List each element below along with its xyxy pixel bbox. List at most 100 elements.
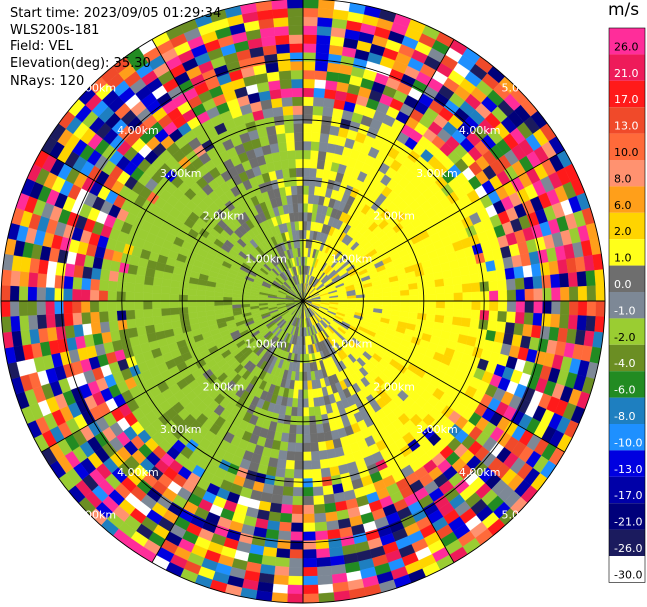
velocity-gate [532, 312, 543, 327]
velocity-gate [292, 105, 304, 115]
velocity-gate [274, 25, 290, 37]
velocity-gate [311, 123, 322, 134]
velocity-gate [1, 269, 12, 286]
velocity-gate [0, 285, 11, 302]
velocity-gate [288, 566, 304, 577]
velocity-gate [308, 185, 316, 196]
velocity-gate [268, 79, 281, 91]
velocity-gate [289, 415, 298, 426]
velocity-gate [302, 487, 314, 497]
velocity-gate [324, 88, 337, 100]
velocity-gate [302, 522, 316, 533]
velocity-gate [312, 477, 323, 488]
velocity-gate [280, 159, 290, 170]
range-ring-label: 3.00km [416, 423, 458, 436]
velocity-gate [143, 284, 153, 294]
velocity-gate [178, 287, 189, 296]
velocity-gate [444, 292, 455, 302]
velocity-gate [116, 281, 127, 292]
velocity-gate [302, 540, 317, 550]
velocity-gate [291, 513, 304, 524]
velocity-gate [427, 293, 437, 302]
velocity-gate [408, 288, 419, 296]
velocity-gate [160, 293, 171, 302]
velocity-gate [98, 300, 109, 312]
velocity-gate [489, 290, 499, 302]
scan-info-panel: Start time: 2023/09/05 01:29:34 WLS200s-… [10, 6, 221, 91]
velocity-gate [89, 278, 100, 291]
velocity-gate [214, 305, 224, 311]
velocity-gate [134, 300, 144, 310]
velocity-gate [550, 273, 561, 289]
instrument-name-text: WLS200s-181 [10, 22, 100, 38]
velocity-gate [451, 275, 463, 286]
velocity-gate [161, 314, 172, 324]
velocity-gate [54, 287, 64, 302]
velocity-gate [293, 212, 299, 222]
velocity-gate [125, 291, 135, 302]
velocity-gate [409, 300, 419, 308]
velocity-gate [533, 288, 543, 302]
velocity-gate [325, 79, 338, 91]
velocity-gate [285, 132, 295, 143]
velocity-gate [73, 324, 84, 338]
velocity-gate [265, 62, 280, 74]
velocity-gate [306, 371, 312, 381]
velocity-gate [108, 320, 119, 332]
velocity-gate [568, 286, 579, 302]
velocity-gate [373, 296, 384, 302]
velocity-gate [272, 106, 284, 117]
velocity-gate [506, 289, 517, 302]
velocity-gate [294, 451, 304, 462]
velocity-gate [302, 495, 314, 506]
velocity-gate [314, 530, 329, 541]
velocity-gate [308, 176, 317, 187]
velocity-gate [497, 279, 508, 291]
velocity-gate [302, 140, 312, 151]
velocity-gate [453, 292, 464, 302]
velocity-gate [317, 441, 327, 452]
velocity-gate [325, 511, 338, 523]
velocity-gate [27, 314, 39, 330]
velocity-gate [291, 504, 304, 515]
velocity-gate [169, 286, 180, 295]
velocity-gate [443, 315, 454, 325]
velocity-gate [595, 285, 606, 302]
colorbar-tick-label: 10.0 [614, 146, 639, 159]
velocity-gate [153, 323, 165, 333]
velocity-gate [108, 270, 119, 282]
velocity-gate [36, 314, 47, 330]
velocity-gate [506, 311, 517, 324]
velocity-gate [497, 311, 508, 323]
velocity-gate [497, 300, 508, 312]
velocity-gate [444, 285, 454, 294]
velocity-gate [302, 69, 316, 80]
velocity-gate [302, 34, 318, 44]
velocity-gate [326, 448, 337, 460]
velocity-gate [294, 149, 304, 160]
velocity-gate [10, 270, 21, 287]
velocity-gate [291, 78, 304, 89]
velocity-gate [312, 486, 324, 497]
velocity-gate [416, 281, 427, 290]
velocity-gate [290, 406, 298, 417]
velocity-gate [302, 398, 309, 408]
velocity-gate [324, 502, 337, 514]
velocity-gate [515, 300, 526, 313]
velocity-gate [495, 268, 507, 281]
velocity-gate [576, 271, 588, 287]
velocity-gate [296, 416, 304, 426]
velocity-gate [18, 300, 29, 317]
velocity-gate [284, 468, 295, 479]
velocity-gate [282, 486, 294, 497]
velocity-gate [382, 296, 392, 302]
colorbar-tick-label: -17.0 [614, 489, 642, 502]
velocity-gate [426, 307, 437, 316]
velocity-gate [286, 141, 296, 151]
velocity-gate [462, 292, 472, 302]
velocity-gate [178, 300, 188, 308]
velocity-gate [302, 114, 313, 124]
velocity-gate [285, 459, 295, 470]
colorbar-tick-label: 17.0 [614, 93, 639, 106]
velocity-gate [307, 380, 313, 390]
